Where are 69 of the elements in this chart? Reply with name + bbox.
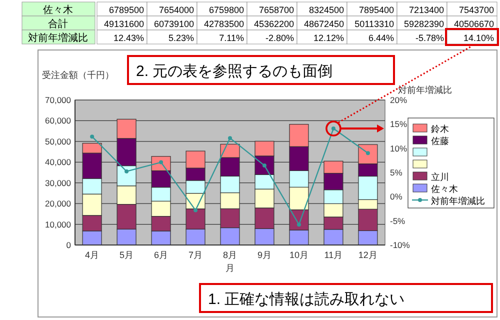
- point: [124, 169, 129, 174]
- y2-axis-title: 対前年増減比: [398, 85, 452, 95]
- y-tick-label: 60,000: [45, 116, 72, 126]
- text: 7895400: [358, 5, 394, 15]
- point: [159, 160, 164, 164]
- y-tick-label: 30,000: [45, 178, 72, 188]
- y2-tick-label: 15%: [390, 119, 408, 130]
- x-tick-label: 12月: [358, 250, 378, 260]
- legend-label: 対前年増減比: [431, 196, 485, 206]
- text: 佐々木: [43, 4, 73, 16]
- text: 合計: [48, 18, 68, 30]
- legend-label: 立川: [431, 172, 449, 182]
- legend-label: 鈴木: [431, 124, 449, 134]
- legend-label: 佐藤: [431, 136, 449, 146]
- text: -5.78%: [415, 33, 444, 43]
- x-tick-label: 7月: [188, 250, 203, 260]
- text: 49131600: [104, 19, 144, 29]
- text: 7654000: [158, 5, 194, 15]
- text: 14.10%: [463, 33, 494, 43]
- text: 40506670: [454, 19, 494, 29]
- text: 42783500: [204, 19, 244, 29]
- x-tick-label: 11月: [324, 250, 343, 260]
- text: 5.23%: [168, 33, 194, 43]
- y-tick-label: 20,000: [45, 198, 72, 209]
- x-axis-title: 月: [226, 263, 234, 273]
- y-tick-label: 10,000: [45, 219, 72, 230]
- text: 12.43%: [113, 33, 144, 43]
- text: 8324500: [308, 5, 344, 15]
- x-tick-label: 9月: [257, 250, 272, 260]
- text: 60739100: [154, 19, 194, 29]
- text: 1. 正確な情報は読み取れない: [208, 291, 405, 308]
- text: 7543700: [458, 5, 494, 15]
- text: 6759800: [208, 5, 244, 15]
- text: 7213400: [408, 5, 444, 15]
- y2-tick-label: 10%: [390, 143, 408, 154]
- x-tick-label: 5月: [120, 250, 134, 260]
- text: 50113310: [354, 19, 394, 29]
- point: [366, 151, 370, 156]
- y2-tick-label: 20%: [390, 95, 408, 105]
- y2-tick-label: -10%: [390, 240, 410, 250]
- text: 7658700: [258, 5, 294, 15]
- y-tick-label: 50,000: [45, 136, 72, 146]
- x-tick-label: 8月: [222, 250, 238, 260]
- y-tick-label: 40,000: [45, 157, 72, 168]
- text: 対前年増減比: [28, 32, 88, 44]
- x-tick-label: 10月: [289, 250, 308, 260]
- x-tick-label: 4月: [85, 250, 100, 260]
- text: 12.12%: [313, 33, 344, 43]
- point: [296, 222, 301, 227]
- text: 6789500: [108, 5, 144, 15]
- point: [194, 208, 198, 212]
- point: [90, 134, 94, 139]
- y2-tick-label: 0%: [390, 192, 403, 202]
- legend-label: 佐々木: [431, 184, 458, 194]
- y2-tick-label: 5%: [390, 168, 403, 178]
- y-tick-label: 70,000: [45, 95, 72, 105]
- x-tick-label: 6月: [154, 250, 168, 260]
- text: 6.44%: [368, 33, 394, 43]
- y-tick-label: 0: [66, 240, 72, 250]
- point: [228, 136, 232, 140]
- point: [262, 164, 266, 168]
- text: 7.11%: [219, 33, 244, 43]
- y2-tick-label: -5%: [390, 216, 406, 226]
- text: 2. 元の表を参照するのも面倒: [136, 63, 333, 80]
- text: -2.80%: [265, 33, 294, 43]
- y-axis-title: 受注金額（千円）: [42, 70, 114, 80]
- text: 48672450: [304, 19, 344, 29]
- text: 45362200: [254, 19, 294, 29]
- text: 59282390: [404, 19, 444, 29]
